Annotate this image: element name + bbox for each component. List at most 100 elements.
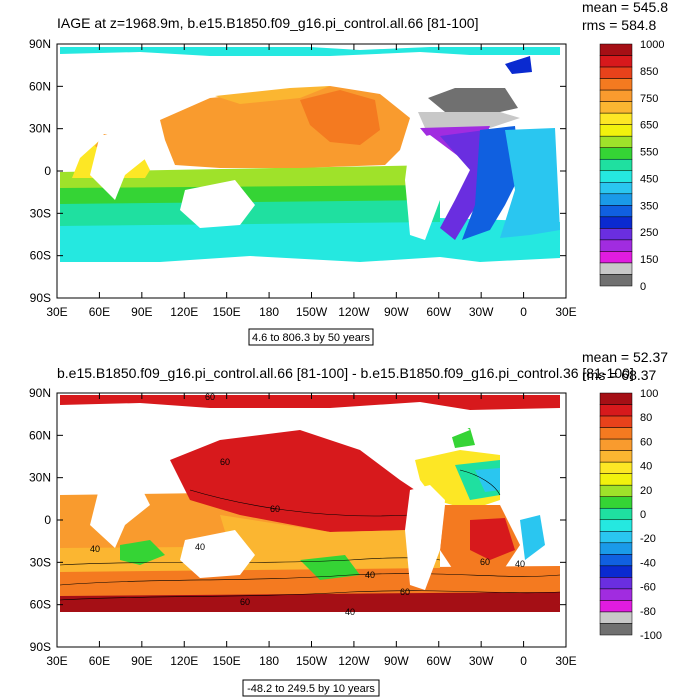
colorbar-label: 0 — [640, 509, 646, 521]
colorbar-swatch — [599, 473, 633, 486]
colorbar-swatch — [599, 461, 633, 474]
lat-tick-label: 90S — [30, 291, 51, 305]
atlantic-diff-cyan — [520, 515, 545, 560]
colorbar-label: -40 — [640, 557, 656, 569]
colorbar-label: 250 — [640, 227, 658, 239]
lon-tick-label: 0 — [520, 305, 527, 319]
lon-tick-label: 60W — [426, 305, 451, 319]
map-bottom: 60 60 60 40 40 40 60 60 40 60 40 — [57, 392, 566, 647]
colorbar-swatch — [599, 588, 633, 601]
land-australia — [180, 180, 255, 228]
lon-tick-label: 30E — [46, 654, 67, 668]
contour-label: 60 — [205, 392, 215, 402]
lat-tick-label: 0 — [44, 513, 51, 527]
atlantic-grey-old — [428, 88, 518, 112]
pacific-age-core — [300, 90, 380, 145]
contour-line — [59, 573, 561, 586]
colorbar-swatch — [599, 565, 633, 578]
panel-top: IAGE at z=1968.9m, b.e15.B1850.f09_g16.p… — [29, 0, 668, 346]
lon-tick-label: 30W — [469, 654, 494, 668]
lat-tick-label: 60S — [30, 249, 51, 263]
colorbar-top: 1000 850 750 650 550 450 350 250 150 0 — [599, 39, 664, 293]
colorbar-label: 650 — [640, 120, 658, 132]
colorbar-swatch — [599, 507, 633, 521]
southern-ocean-lime — [60, 165, 440, 188]
colorbar-swatch — [599, 496, 633, 509]
colorbar-label: 850 — [640, 66, 658, 78]
atlantic-blue — [462, 126, 520, 240]
colorbar-label: 350 — [640, 200, 658, 212]
colorbar-swatch — [599, 78, 633, 91]
panel-bottom-mean: mean = 52.37 — [582, 349, 668, 365]
colorbar-swatch — [599, 404, 633, 417]
colorbar-swatch — [599, 623, 633, 636]
lat-tick-label: 60N — [29, 79, 51, 93]
contour-label: 40 — [515, 559, 525, 569]
pacific-diff-red — [170, 430, 430, 532]
colorbar-swatch — [599, 205, 633, 218]
colorbar-swatch — [599, 600, 633, 613]
lon-tick-label: 30W — [469, 305, 494, 319]
land-india — [90, 485, 150, 548]
contour-label: 40 — [195, 542, 205, 552]
nordic-seas-blue — [505, 56, 532, 74]
atlantic-light-grey — [418, 112, 520, 128]
lon-tick-label: 180 — [259, 654, 279, 668]
panel-top-mean: mean = 545.8 — [582, 0, 668, 15]
lon-tick-label: 120W — [338, 654, 370, 668]
colorbar-label: 20 — [640, 485, 652, 497]
colorbar-label: 60 — [640, 436, 652, 448]
lat-tick-label: 90S — [30, 640, 51, 654]
atlantic-light-blue — [500, 128, 560, 238]
colorbar-swatch — [599, 112, 633, 125]
colorbar-swatch — [599, 554, 633, 567]
colorbar-swatch — [599, 147, 633, 160]
lon-tick-label: 120E — [170, 654, 198, 668]
indian-diff-green — [120, 540, 165, 565]
range-box-top — [248, 328, 374, 346]
lon-tick-label: 60E — [89, 305, 110, 319]
map-top-ticks: 30E 60E 90E 120E 150E 180 150W 120W 90W 60W 30W 0 30… — [29, 37, 577, 319]
colorbar-label: 750 — [640, 93, 658, 105]
colorbar-swatch — [599, 577, 633, 590]
land-india — [90, 135, 150, 200]
colorbar-swatch — [599, 66, 633, 79]
range-label-bottom: -48.2 to 249.5 by 10 years — [247, 683, 375, 695]
colorbar-swatch — [599, 438, 633, 451]
contour-line — [189, 489, 411, 517]
colorbar-swatch — [599, 43, 633, 56]
lat-tick-label: 30N — [29, 471, 51, 485]
contour-label: 60 — [480, 557, 490, 567]
contour-label: 40 — [90, 544, 100, 554]
land-australia — [180, 530, 255, 578]
colorbar-swatch — [599, 450, 633, 463]
colorbar-swatch — [599, 531, 633, 544]
lat-tick-label: 60N — [29, 428, 51, 442]
colorbar-label: 100 — [640, 388, 658, 400]
colorbar-label: 150 — [640, 254, 658, 266]
colorbar-label: 1000 — [640, 39, 664, 51]
contour-label: 40 — [345, 607, 355, 617]
land-south-america — [405, 485, 445, 590]
colorbar-swatch — [599, 392, 633, 405]
lon-tick-label: 60W — [426, 654, 451, 668]
contour-label: 60 — [220, 457, 230, 467]
colorbar-swatch — [599, 262, 633, 275]
contour-line — [59, 590, 561, 601]
panel-bottom: b.e15.B1850.f09_g16.pi_control.all.66 [8… — [29, 349, 668, 697]
lon-tick-label: 30E — [46, 305, 67, 319]
lon-tick-label: 90E — [131, 305, 152, 319]
colorbar-swatch — [599, 158, 633, 172]
land-eurasia — [60, 60, 230, 130]
range-box-bottom — [242, 679, 380, 697]
colorbar-swatch — [599, 216, 633, 229]
colorbar-swatch — [599, 55, 633, 68]
colorbar-swatch — [599, 239, 633, 252]
colorbar-swatch — [599, 274, 633, 287]
southern-diff-orange — [60, 566, 560, 596]
colorbar-label: 450 — [640, 173, 658, 185]
colorbar-swatch — [599, 427, 633, 440]
contour-label: 60 — [270, 504, 280, 514]
southern-diff-darkred — [60, 590, 560, 612]
colorbar-swatch — [599, 542, 633, 555]
